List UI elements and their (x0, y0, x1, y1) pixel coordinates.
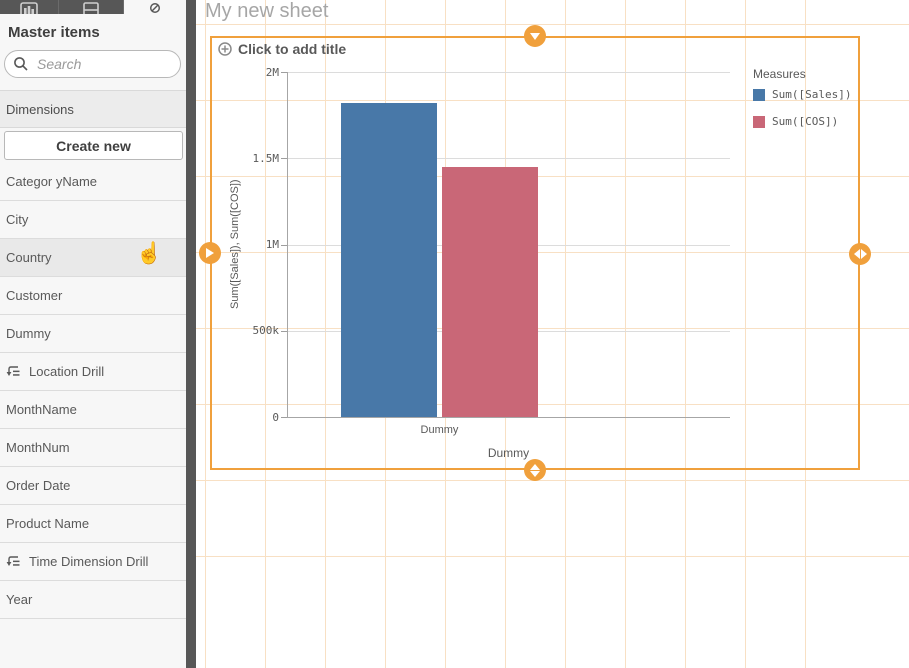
sidebar-item-monthnum[interactable]: MonthNum (0, 429, 186, 467)
sidebar-item-dummy[interactable]: Dummy (0, 315, 186, 353)
dimension-list: Categor yName City Country Customer Dummy Loc… (0, 163, 186, 619)
y-tick-mark (281, 72, 287, 73)
sidebar-item-label: Dummy (6, 326, 51, 341)
sidebar-item-time-dimension-drill[interactable]: Time Dimension Drill (0, 543, 186, 581)
y-tick-label: 2M (265, 65, 279, 79)
legend-item[interactable]: Sum([COS]) (753, 115, 851, 128)
y-tick-mark (281, 330, 287, 332)
sidebar-item-label: Product Name (6, 516, 90, 531)
asset-panel-tabbar (0, 0, 196, 14)
legend-swatch (753, 88, 765, 101)
sidebar-item-year[interactable]: Year (0, 581, 186, 619)
y-tick-label: 1.5M (252, 151, 280, 165)
sidebar-item-location-drill[interactable]: Location Drill (0, 353, 186, 391)
tab-master-items[interactable] (124, 0, 186, 14)
sidebar-item-label: Country (6, 250, 52, 265)
sidebar-item-country[interactable]: Country (0, 239, 186, 277)
legend-label: Sum([Sales]) (772, 88, 852, 101)
chart-legend: Measures Sum([Sales]) Sum([COS]) (753, 67, 851, 142)
panel-title: Master items (8, 24, 100, 41)
resize-handle-bottom[interactable] (524, 459, 546, 481)
search-input[interactable] (35, 55, 169, 73)
arrow-down-icon (530, 32, 540, 40)
y-tick-label: 0 (272, 410, 279, 424)
sidebar-item-monthname[interactable]: MonthName (0, 391, 186, 429)
y-tick-mark (281, 244, 287, 246)
arrow-right-icon (206, 248, 214, 258)
chart-title-text: Click to add title (238, 41, 347, 57)
plot-gridline (287, 158, 730, 160)
tab-custom-objects[interactable] (59, 0, 124, 14)
sidebar-item-label: Location Drill (29, 364, 105, 379)
bar-sum-cos-[interactable] (442, 166, 538, 417)
search-box[interactable] (4, 50, 181, 78)
arrow-up-down-icon (530, 463, 540, 477)
resize-handle-left[interactable] (199, 242, 221, 264)
link-icon (149, 2, 161, 14)
sidebar-item-order-date[interactable]: Order Date (0, 467, 186, 505)
legend-item[interactable]: Sum([Sales]) (753, 88, 851, 101)
sidebar-item-label: Customer (6, 288, 63, 303)
panel-divider[interactable] (186, 0, 196, 668)
y-tick-mark (281, 417, 287, 418)
y-tick-label: 1M (265, 238, 279, 251)
sidebar-item-label: MonthNum (6, 440, 70, 455)
search-icon (14, 57, 28, 71)
resize-handle-top[interactable] (524, 25, 546, 47)
object-icon (83, 2, 99, 14)
create-new-button[interactable]: Create new (4, 131, 183, 160)
bar-chart-icon (20, 2, 38, 14)
arrow-left-right-icon (853, 249, 867, 259)
y-axis-line (287, 72, 288, 417)
resize-handle-right[interactable] (849, 243, 871, 265)
section-header-dimensions: Dimensions (0, 90, 186, 128)
sidebar-item-categor-yname[interactable]: Categor yName (0, 163, 186, 201)
sheet-grid (196, 0, 909, 668)
chart-title-placeholder[interactable]: Click to add title (218, 41, 346, 57)
y-tick-mark (281, 158, 287, 160)
drill-group-icon (6, 556, 20, 566)
legend-title: Measures (753, 67, 806, 81)
x-axis-title: Dummy (487, 446, 530, 460)
legend-label: Sum([COS]) (772, 115, 839, 128)
add-circle-icon (218, 42, 232, 56)
sidebar-item-city[interactable]: City (0, 201, 186, 239)
plot-gridline (287, 72, 730, 73)
sidebar-item-label: City (6, 212, 29, 227)
sidebar-item-label: Order Date (6, 478, 71, 493)
sidebar-item-label: Categor yName (6, 174, 98, 189)
sheet-title: My new sheet (205, 0, 329, 22)
y-tick-label: 500k (252, 324, 280, 338)
sidebar-item-label: Time Dimension Drill (29, 554, 149, 569)
cursor-pointer-icon: ☝ (136, 242, 163, 265)
drill-group-icon (6, 366, 20, 376)
sidebar-item-customer[interactable]: Customer (0, 277, 186, 315)
tab-charts[interactable] (0, 0, 59, 14)
sidebar-item-product-name[interactable]: Product Name (0, 505, 186, 543)
x-tick-label: Dummy (420, 424, 459, 436)
x-axis-line (287, 417, 730, 418)
sidebar-item-label: Year (6, 592, 33, 607)
sidebar-item-label: MonthName (6, 402, 77, 417)
legend-swatch (753, 115, 765, 128)
bar-sum-sales-[interactable] (341, 103, 437, 417)
